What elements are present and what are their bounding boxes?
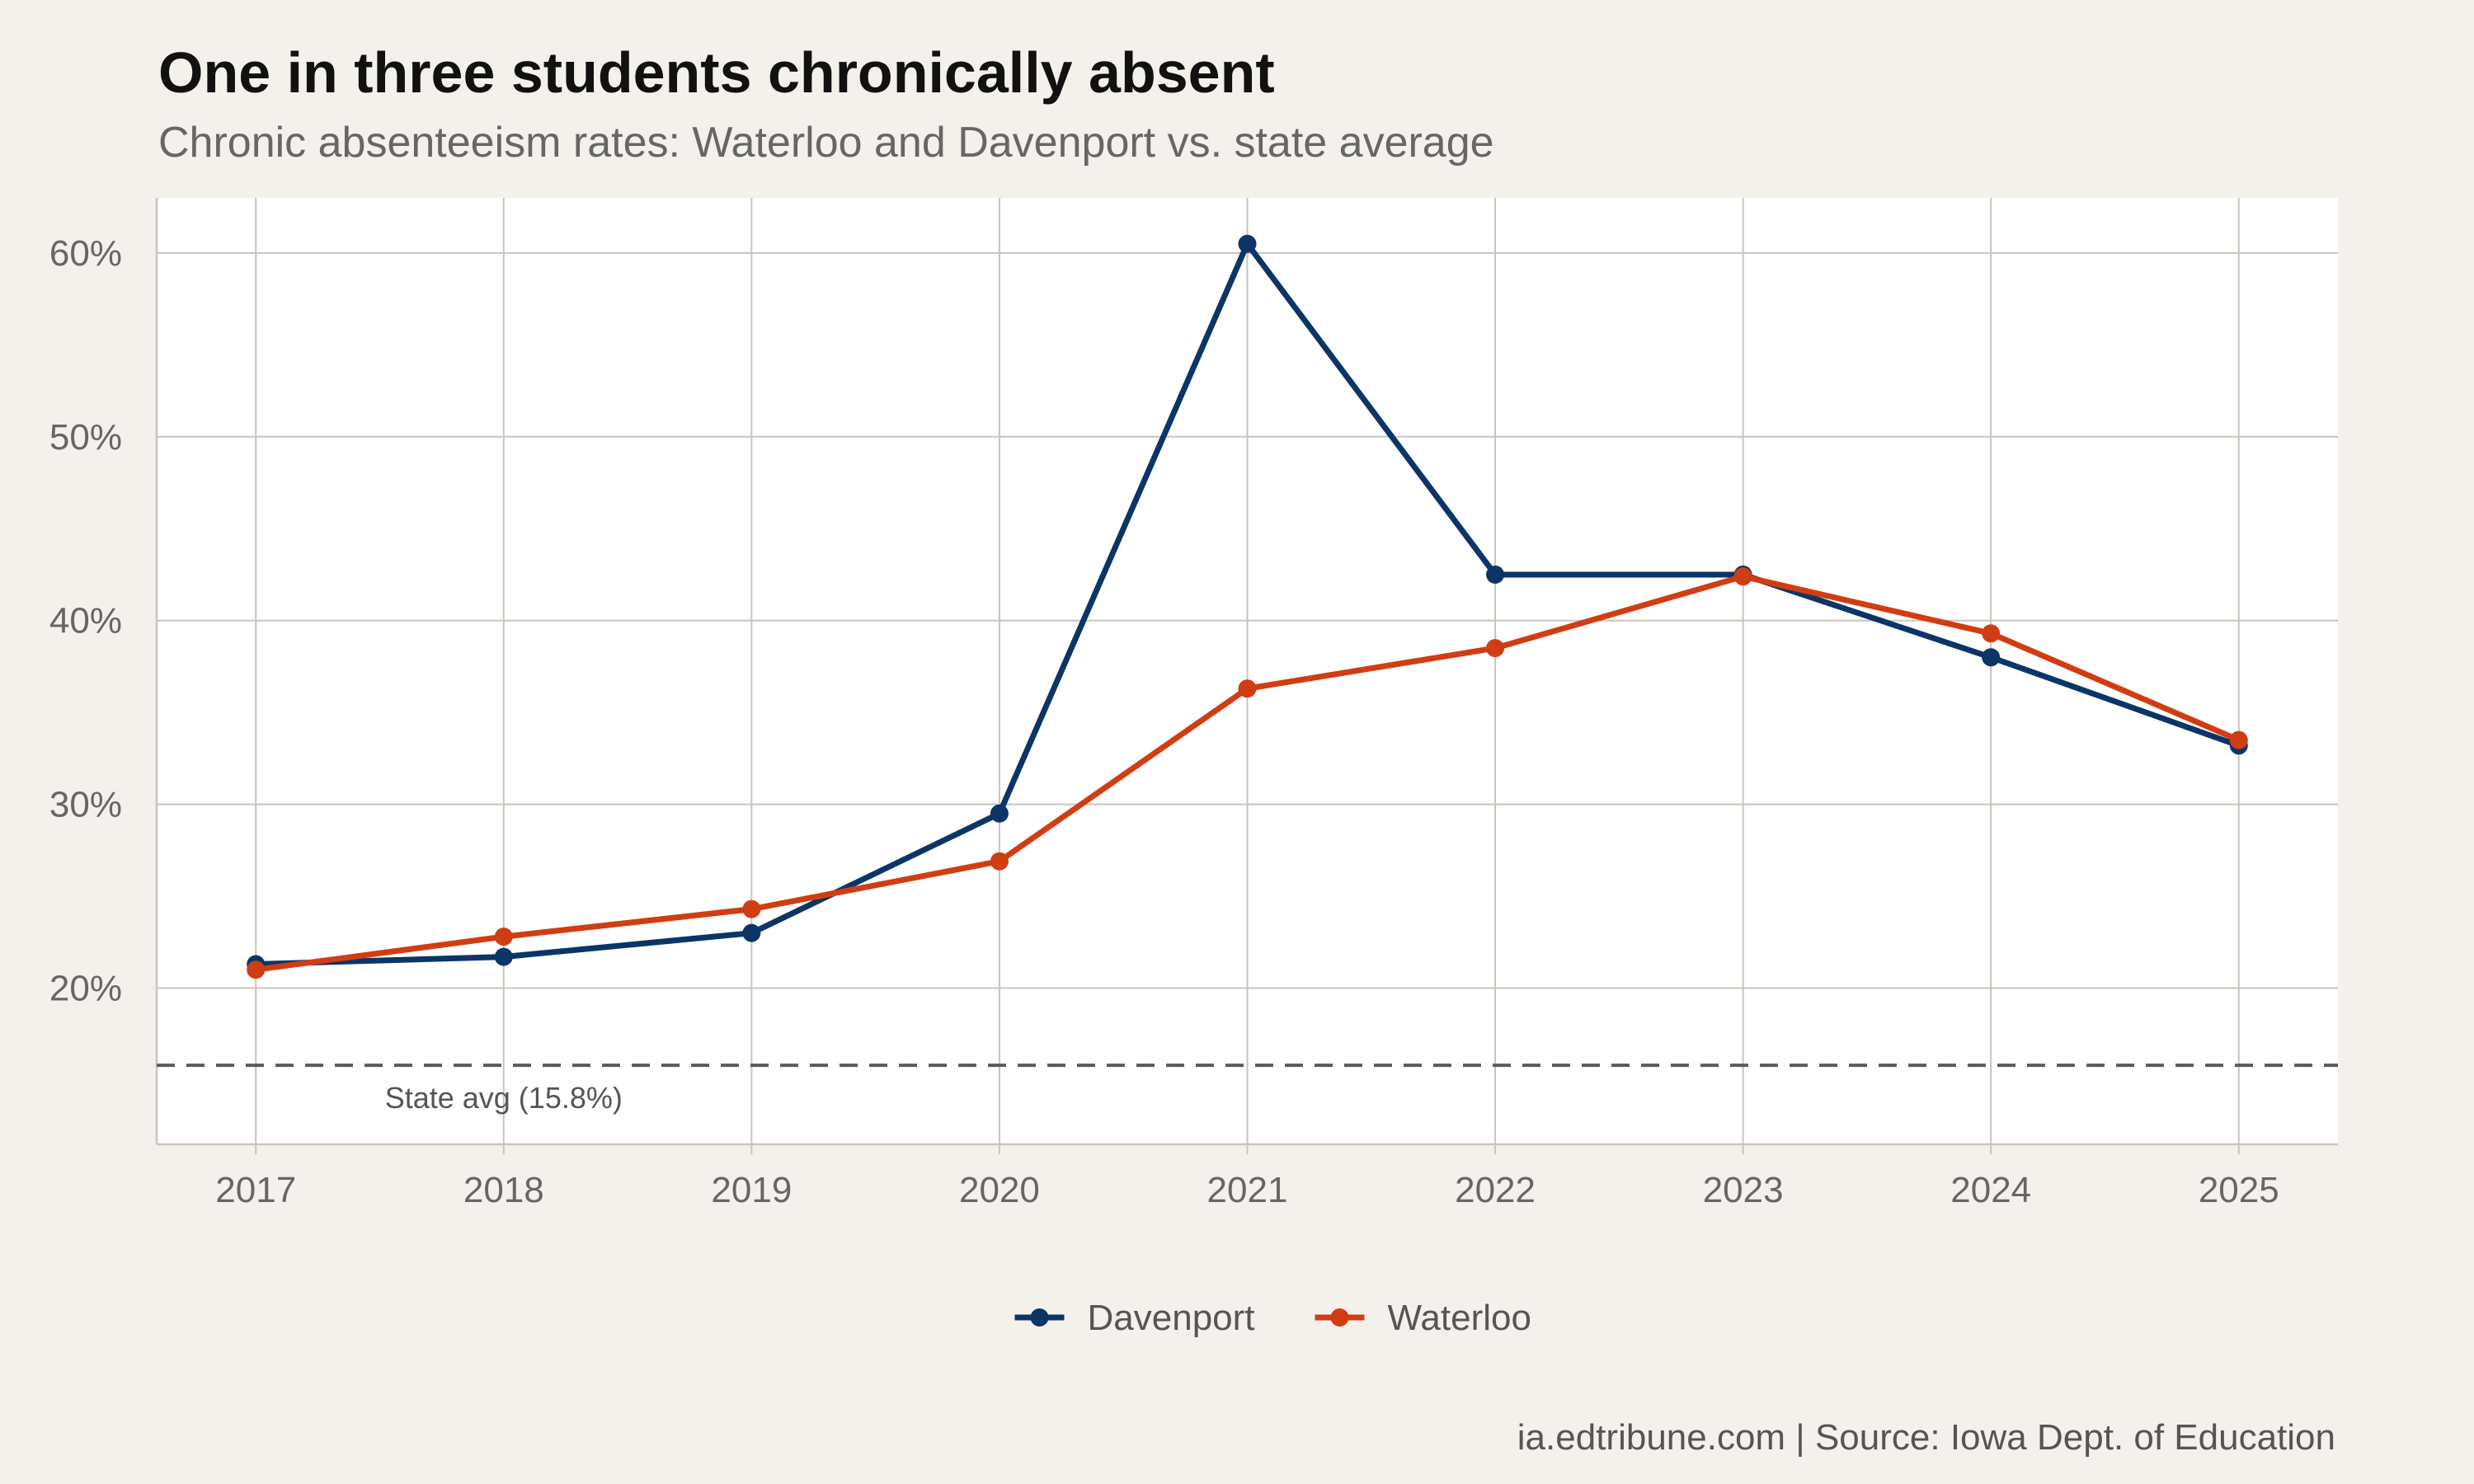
x-tick-label: 2020 (959, 1170, 1040, 1210)
davenport-point (990, 804, 1009, 823)
x-tick-label: 2019 (711, 1170, 792, 1210)
waterloo-point (742, 899, 761, 918)
y-axis-ticks: 20% 30% 40% 50% 60% (49, 233, 122, 1009)
waterloo-point (247, 960, 266, 979)
davenport-point (742, 923, 761, 942)
axis-lines (155, 198, 2338, 1154)
waterloo-point (2229, 730, 2248, 749)
legend-marker-davenport (1030, 1308, 1049, 1327)
waterloo-point (990, 852, 1009, 871)
chart-title: One in three students chronically absent (158, 40, 1275, 105)
chart-subtitle: Chronic absenteeism rates: Waterloo and … (158, 119, 1494, 167)
state-average-label: State avg (15.8%) (385, 1081, 623, 1115)
grid-lines (157, 198, 2338, 1144)
x-axis-ticks: 2017 2018 2019 2020 2021 2022 2023 2024 2025 (215, 1170, 2279, 1210)
x-tick-label: 2021 (1207, 1170, 1288, 1210)
waterloo-point (1982, 624, 2001, 643)
x-tick-label: 2024 (1950, 1170, 2031, 1210)
chart-caption: ia.edtribune.com | Source: Iowa Dept. of… (1517, 1417, 2335, 1458)
x-tick-label: 2017 (215, 1170, 296, 1210)
y-tick-label: 50% (49, 417, 122, 458)
davenport-point (1486, 565, 1505, 584)
y-tick-label: 20% (49, 969, 122, 1009)
y-tick-label: 60% (49, 233, 122, 274)
x-tick-label: 2022 (1455, 1170, 1536, 1210)
davenport-point (1982, 648, 2001, 667)
y-tick-label: 30% (49, 785, 122, 825)
series-group (247, 234, 2248, 979)
waterloo-point (1238, 679, 1257, 698)
davenport-point (494, 947, 513, 966)
legend-label-waterloo: Waterloo (1388, 1298, 1531, 1338)
davenport-point (1238, 234, 1257, 253)
legend: Davenport Waterloo (1014, 1298, 1531, 1338)
legend-marker-waterloo (1330, 1308, 1349, 1327)
x-tick-label: 2018 (463, 1170, 544, 1210)
x-tick-label: 2023 (1703, 1170, 1784, 1210)
reference-line-group: State avg (15.8%) (157, 1064, 2338, 1115)
waterloo-point (1733, 567, 1752, 586)
x-tick-label: 2025 (2199, 1170, 2279, 1210)
legend-label-davenport: Davenport (1088, 1298, 1255, 1338)
waterloo-point (494, 928, 513, 946)
y-tick-label: 40% (49, 601, 122, 641)
waterloo-point (1486, 639, 1505, 658)
